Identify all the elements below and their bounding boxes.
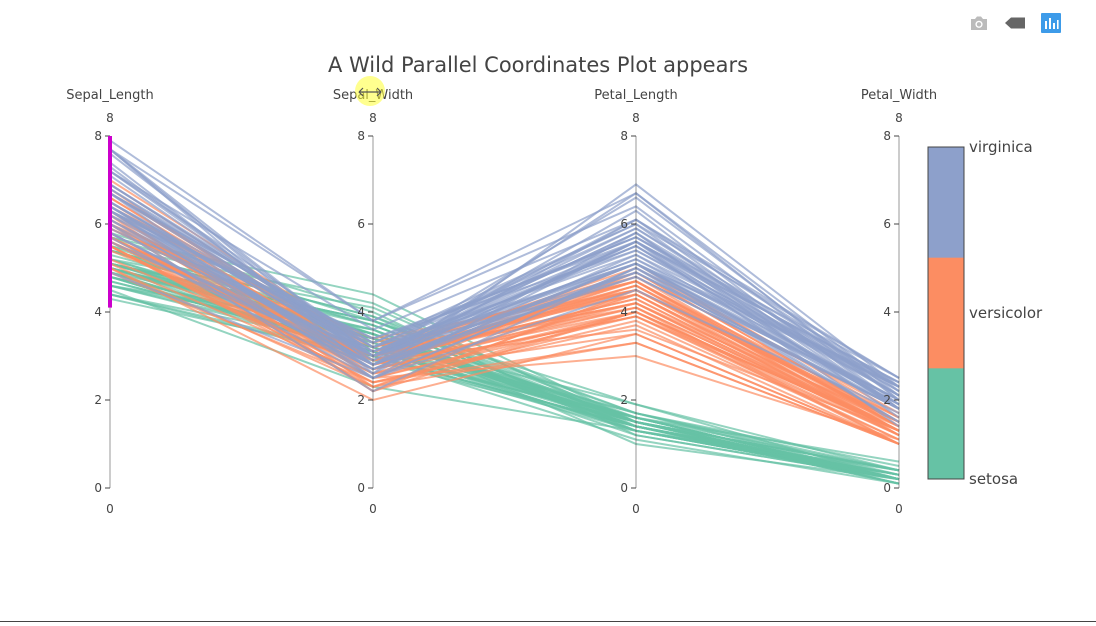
tick-label: 6 [620, 217, 628, 231]
axis-brush-selection[interactable] [108, 136, 112, 308]
tick-label: 0 [620, 481, 628, 495]
tick-label: 6 [357, 217, 365, 231]
data-line [109, 214, 900, 388]
tick-label: 2 [357, 393, 365, 407]
axis-title[interactable]: Sepal_Length [66, 88, 153, 103]
data-line [109, 245, 900, 445]
tick-label: 0 [94, 481, 102, 495]
chart-title: A Wild Parallel Coordinates Plot appears [328, 53, 748, 77]
tag-icon [1005, 17, 1025, 29]
axis-range-max-label: 8 [632, 111, 640, 125]
tick-label: 0 [357, 481, 365, 495]
data-line [109, 205, 900, 393]
axis-range-min-label: 0 [369, 502, 377, 516]
data-line [109, 245, 900, 432]
axis-title[interactable]: Petal_Width [861, 88, 937, 103]
axis-sepal-length[interactable]: Sepal_Length 8 00 2 4 6 8 [66, 88, 153, 516]
tick-label: 8 [357, 129, 365, 143]
colorbar-tick-label: virginica [969, 138, 1033, 156]
colorbar: virginica versicolor setosa [927, 138, 1043, 488]
tick-label: 8 [620, 129, 628, 143]
tick-label: 6 [94, 217, 102, 231]
data-line [109, 192, 900, 379]
colorbar-band-virginica [928, 147, 964, 259]
axis-petal-width[interactable]: Petal_Width 8 00 2 4 6 8 [861, 88, 937, 516]
axis-range-max-label: 8 [106, 111, 114, 125]
tick-label: 2 [620, 393, 628, 407]
series-virginica [109, 139, 900, 428]
tick-label: 0 [883, 481, 891, 495]
data-line [109, 148, 900, 392]
download-plot-button[interactable] [968, 12, 990, 34]
data-line [109, 148, 900, 401]
colorbar-band-versicolor [928, 257, 964, 369]
tick-label: 4 [620, 305, 628, 319]
data-line [109, 262, 900, 441]
camera-icon [971, 16, 987, 30]
tick-label: 8 [94, 129, 102, 143]
axis-range-min-label: 0 [895, 502, 903, 516]
axis-title[interactable]: Petal_Length [594, 88, 677, 103]
tick-label: 2 [883, 393, 891, 407]
data-line [109, 170, 900, 379]
tick-label: 4 [357, 305, 365, 319]
axis-range-min-label: 0 [632, 502, 640, 516]
data-line [109, 192, 900, 384]
tick-label: 8 [883, 129, 891, 143]
hover-cursor [355, 76, 385, 106]
produced-with-plotly-button[interactable] [1040, 12, 1062, 34]
data-line [109, 267, 900, 445]
tick-label: 2 [94, 393, 102, 407]
colorbar-outline [927, 146, 965, 480]
modebar [968, 12, 1062, 34]
axis-range-min-label: 0 [106, 502, 114, 516]
axis-range-max-label: 8 [895, 111, 903, 125]
axis-petal-length[interactable]: Petal_Length 8 00 2 4 6 8 [594, 88, 677, 516]
toggle-hover-button[interactable] [1004, 12, 1026, 34]
data-line [109, 231, 900, 406]
tick-label: 4 [94, 305, 102, 319]
data-line [109, 223, 900, 423]
colorbar-band-setosa [928, 368, 964, 480]
data-line [109, 227, 900, 410]
data-line [109, 201, 900, 401]
colorbar-tick-label: setosa [969, 470, 1018, 488]
tick-label: 6 [883, 217, 891, 231]
tick-label: 4 [883, 305, 891, 319]
bar-chart-icon [1041, 13, 1061, 33]
data-line [109, 271, 900, 415]
data-lines [109, 139, 900, 485]
colorbar-tick-label: versicolor [969, 304, 1043, 322]
axis-range-max-label: 8 [369, 111, 377, 125]
